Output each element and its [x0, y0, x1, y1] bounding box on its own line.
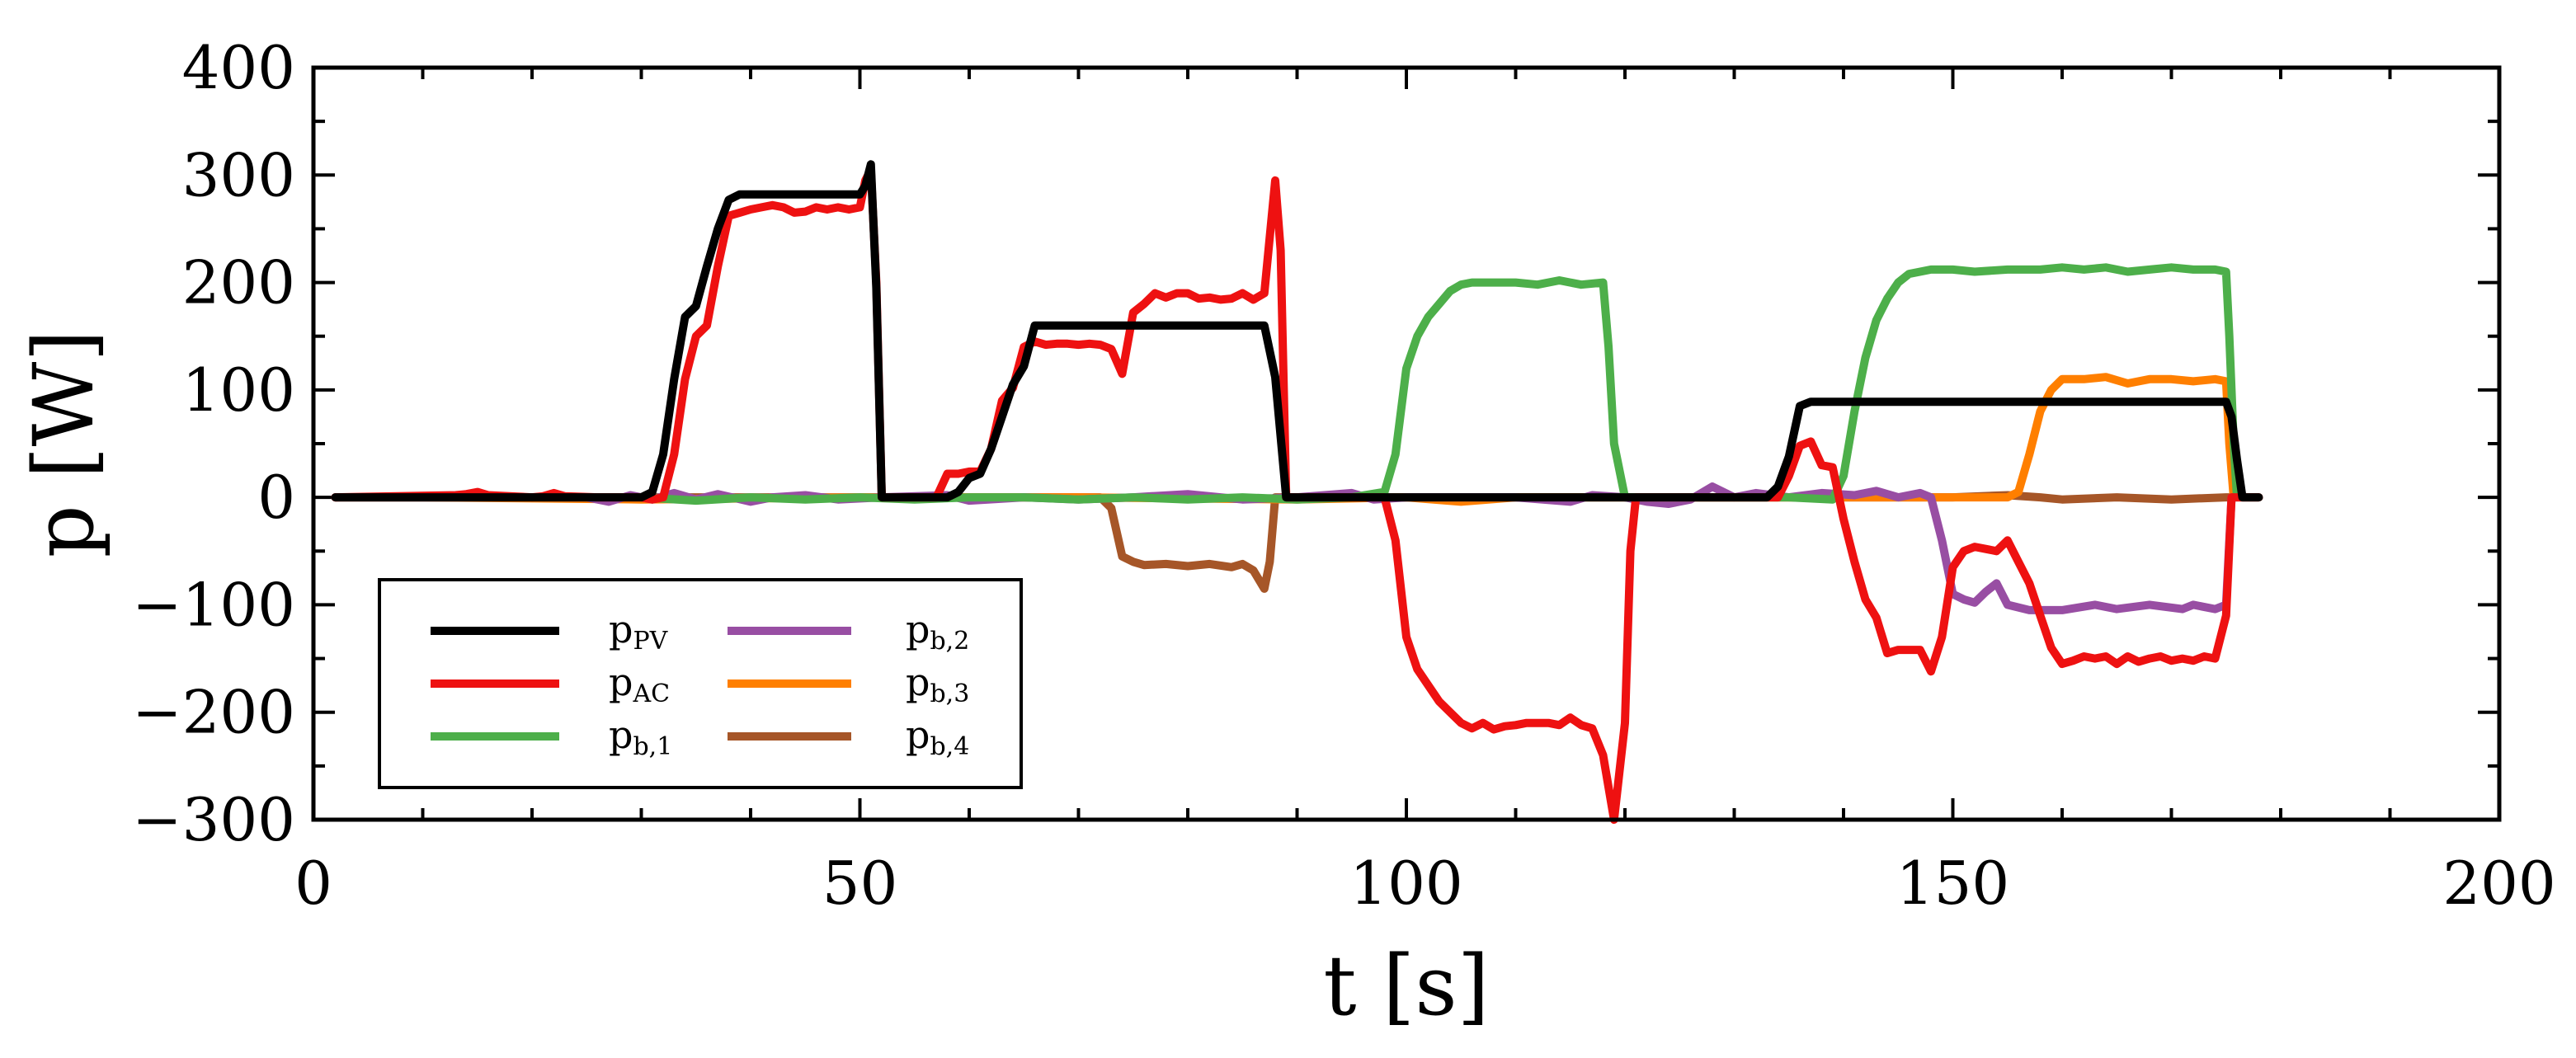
x-tick-label: 150 [1896, 849, 2009, 918]
x-tick-label: 50 [822, 849, 898, 918]
series-layer [331, 160, 2263, 824]
x-axis-ticks: 0 50 100 150 200 [294, 68, 2556, 918]
x-tick-label: 100 [1349, 849, 1462, 918]
series-line-pb-1 [637, 263, 2241, 505]
y-axis-label: p [W] [16, 330, 112, 558]
y-tick-label: −200 [132, 678, 295, 747]
legend-label-pb-4: pb,4 [906, 712, 969, 761]
y-tick-label: 300 [182, 140, 295, 209]
legend-label-pb-3: pb,3 [906, 660, 969, 708]
y-tick-label: 100 [182, 355, 295, 425]
y-tick-label: −100 [132, 570, 295, 639]
y-axis-ticks: −300 −200 −100 0 100 200 300 400 [132, 33, 2499, 854]
y-tick-label: 400 [182, 33, 295, 102]
plot-frame [311, 65, 2502, 822]
series-line-pb-4 [331, 491, 2263, 593]
x-tick-label: 0 [294, 849, 332, 918]
legend-label-pAC: pAC [609, 660, 670, 708]
legend-label-pPV: pPV [609, 607, 669, 656]
y-tick-label: 0 [257, 463, 295, 532]
x-axis-label: t [s] [1323, 938, 1489, 1034]
x-tick-label: 200 [2442, 849, 2555, 918]
series-line-pPV [331, 160, 2263, 502]
y-tick-label: 200 [182, 248, 295, 317]
legend-label-pb-2: pb,2 [906, 607, 969, 656]
legend-label-pb-1: pb,1 [609, 712, 672, 761]
y-tick-label: −300 [132, 785, 295, 854]
